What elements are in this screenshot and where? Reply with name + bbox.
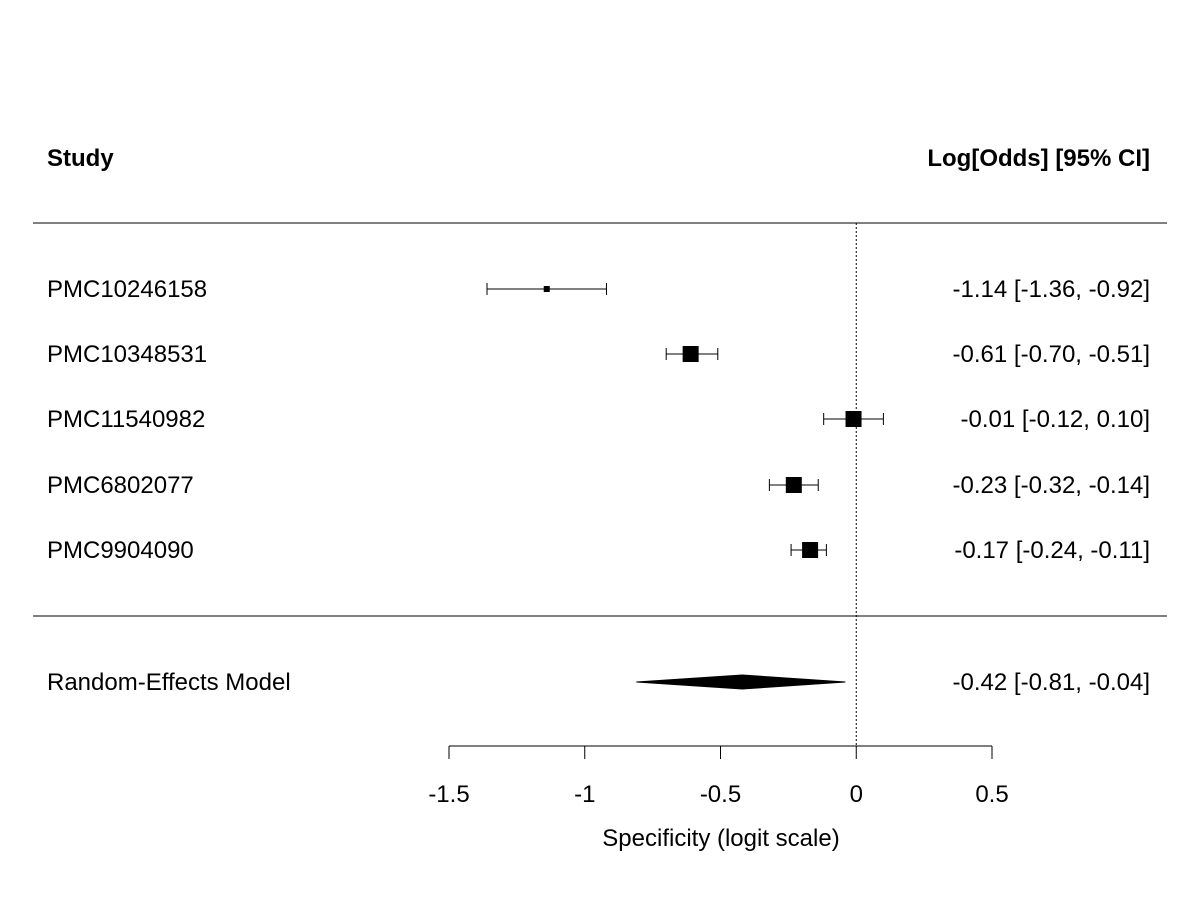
estimate-ci-text: -0.01 [-0.12, 0.10] — [961, 406, 1150, 433]
estimate-ci-text: -1.14 [-1.36, -0.92] — [953, 276, 1150, 303]
x-axis-tick-label: 0.5 — [975, 781, 1008, 808]
summary-diamond — [636, 674, 846, 690]
study-label: PMC11540982 — [47, 406, 205, 433]
x-axis-tick-label: -1.5 — [428, 781, 469, 808]
point-estimate-square — [802, 542, 819, 558]
point-estimate-square — [543, 286, 550, 292]
estimate-ci-text: -0.17 [-0.24, -0.11] — [954, 537, 1150, 564]
summary-label: Random-Effects Model — [47, 669, 291, 696]
study-rows: PMC10246158 -1.14 [-1.36, -0.92] PMC103485… — [47, 276, 1150, 564]
point-estimate-square — [785, 477, 802, 493]
study-row: PMC6802077 -0.23 [-0.32, -0.14] — [47, 472, 1150, 499]
estimate-ci-text: -0.61 [-0.70, -0.51] — [953, 341, 1150, 368]
study-label: PMC10246158 — [47, 276, 207, 303]
study-label: PMC10348531 — [47, 341, 207, 368]
x-axis-title: Specificity (logit scale) — [602, 825, 839, 852]
summary-ci-text: -0.42 [-0.81, -0.04] — [953, 669, 1150, 696]
estimate-column-header: Log[Odds] [95% CI] — [927, 145, 1150, 172]
study-row: PMC9904090 -0.17 [-0.24, -0.11] — [47, 537, 1150, 564]
x-axis-tick-label: -1 — [574, 781, 595, 808]
study-label: PMC9904090 — [47, 537, 194, 564]
study-row: PMC10348531 -0.61 [-0.70, -0.51] — [47, 341, 1150, 368]
study-row: PMC11540982 -0.01 [-0.12, 0.10] — [47, 406, 1150, 433]
x-axis-tick-label: -0.5 — [700, 781, 741, 808]
study-column-header: Study — [47, 145, 114, 172]
estimate-ci-text: -0.23 [-0.32, -0.14] — [953, 472, 1150, 499]
x-axis-tick-label: 0 — [850, 781, 863, 808]
study-row: PMC10246158 -1.14 [-1.36, -0.92] — [47, 276, 1150, 303]
x-axis: -1.5 -1 -0.5 0 0.5 — [428, 745, 1009, 808]
study-label: PMC6802077 — [47, 472, 194, 499]
point-estimate-square — [682, 346, 699, 362]
summary-row: Random-Effects Model -0.42 [-0.81, -0.04] — [47, 669, 1150, 696]
point-estimate-square — [845, 411, 862, 427]
